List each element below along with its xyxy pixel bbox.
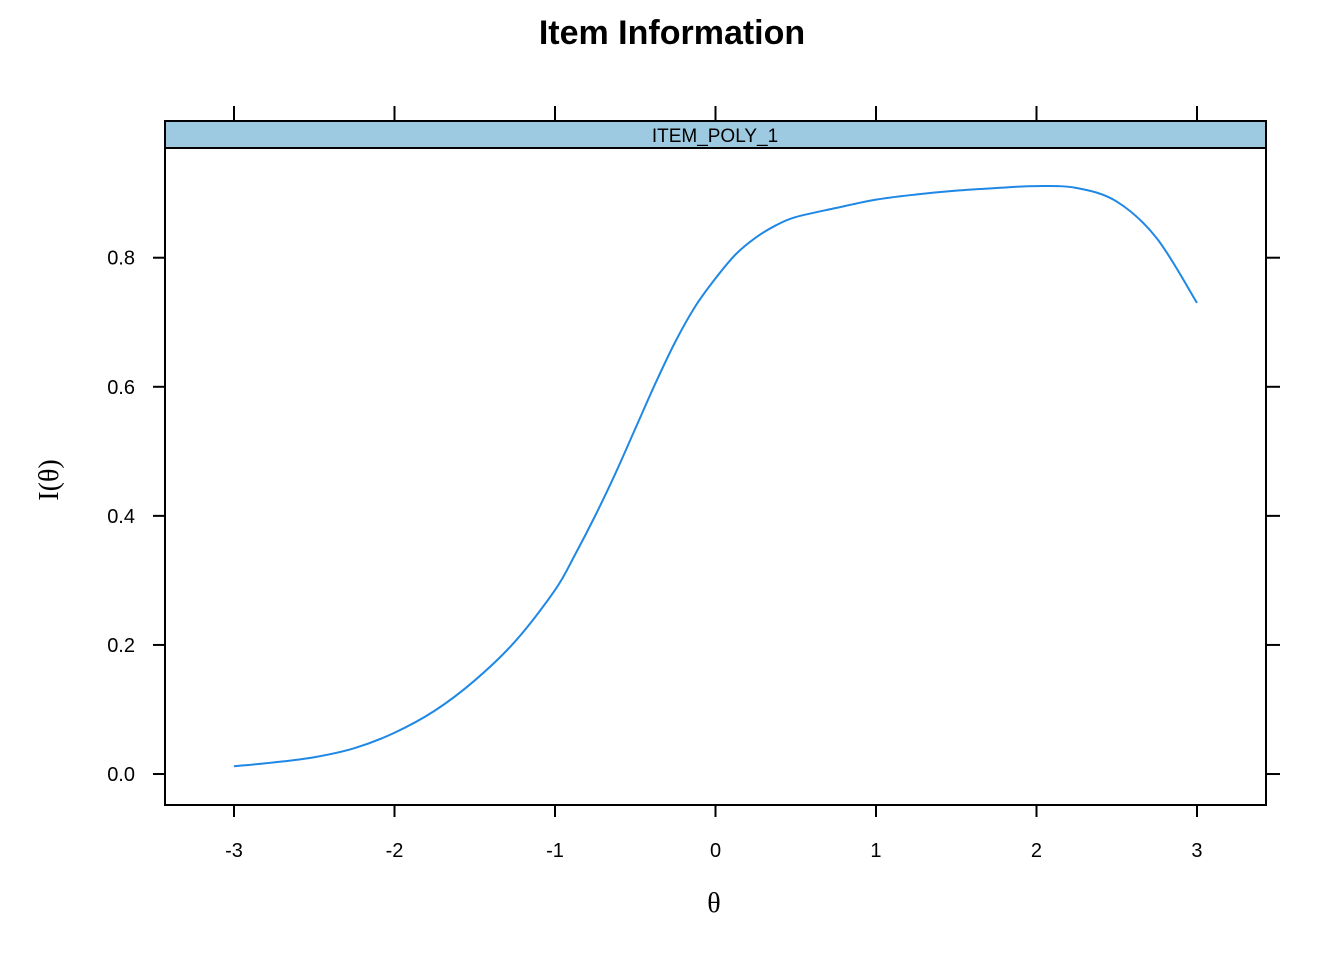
x-tick-label: -2 <box>386 840 404 862</box>
x-tick-label: 0 <box>710 840 721 862</box>
y-tick-label: 0.0 <box>107 764 135 786</box>
y-tick-label: 0.2 <box>107 635 135 657</box>
chart-title: Item Information <box>539 14 805 52</box>
x-tick-label: 1 <box>870 840 881 862</box>
series-group <box>234 186 1197 766</box>
x-tick-label: -3 <box>225 840 243 862</box>
x-tick-label: 2 <box>1031 840 1042 862</box>
information-curve <box>234 186 1197 766</box>
x-tick-label: 3 <box>1191 840 1202 862</box>
y-tick-label: 0.8 <box>107 248 135 270</box>
y-tick-label: 0.4 <box>107 506 135 528</box>
y-axis-title: I(θ) <box>34 459 65 500</box>
y-tick-label: 0.6 <box>107 377 135 399</box>
x-axis: -3 -2 -1 0 1 2 3 <box>225 106 1202 862</box>
plot-panel <box>165 148 1266 805</box>
x-axis-title: θ <box>707 888 720 919</box>
panel-strip-label: ITEM_POLY_1 <box>652 126 778 147</box>
x-tick-label: -1 <box>546 840 564 862</box>
y-axis: 0.0 0.2 0.4 0.6 0.8 <box>107 248 1280 786</box>
